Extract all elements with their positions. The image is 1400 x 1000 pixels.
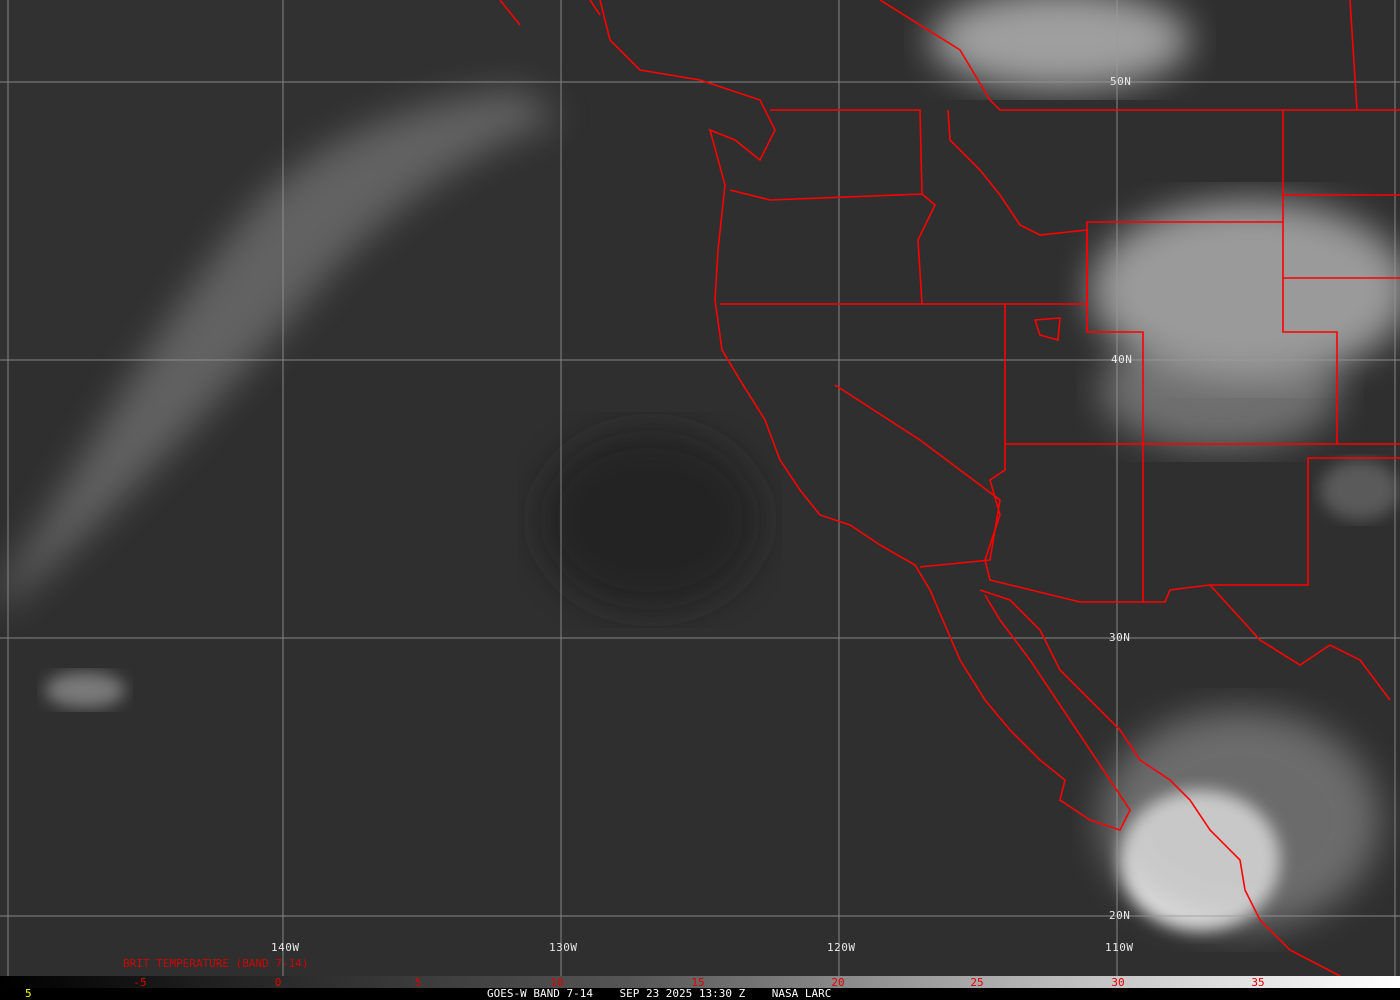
latitude-label: 30N (1109, 631, 1131, 644)
colorbar-tick: 30 (1111, 976, 1125, 989)
longitude-label: 140W (271, 941, 300, 954)
colorbar-tick: -5 (133, 976, 147, 989)
colorbar-tick: 20 (831, 976, 845, 989)
satellite-map (0, 0, 1400, 976)
colorbar-tick: 10 (550, 976, 564, 989)
colorbar-tick: 15 (691, 976, 705, 989)
legend-title: BRIT TEMPERATURE (BAND 7-14) (123, 957, 309, 970)
colorbar-tick: 35 (1251, 976, 1265, 989)
frame-number: 5 (25, 987, 32, 1000)
footer-bar (0, 988, 1400, 1000)
colorbar-tick: 25 (970, 976, 984, 989)
political-borders (499, 0, 1400, 976)
longitude-label: 110W (1105, 941, 1134, 954)
latitude-label: 20N (1109, 909, 1131, 922)
image-caption: GOES-W BAND 7-14 SEP 23 2025 13:30 Z NAS… (487, 987, 832, 1000)
graticule (0, 0, 1400, 976)
longitude-label: 130W (549, 941, 578, 954)
colorbar-tick: 5 (414, 976, 422, 989)
colorbar-tick: 0 (274, 976, 282, 989)
latitude-label: 40N (1111, 353, 1133, 366)
latitude-label: 50N (1110, 75, 1132, 88)
longitude-label: 120W (827, 941, 856, 954)
temperature-colorbar (0, 976, 1400, 988)
